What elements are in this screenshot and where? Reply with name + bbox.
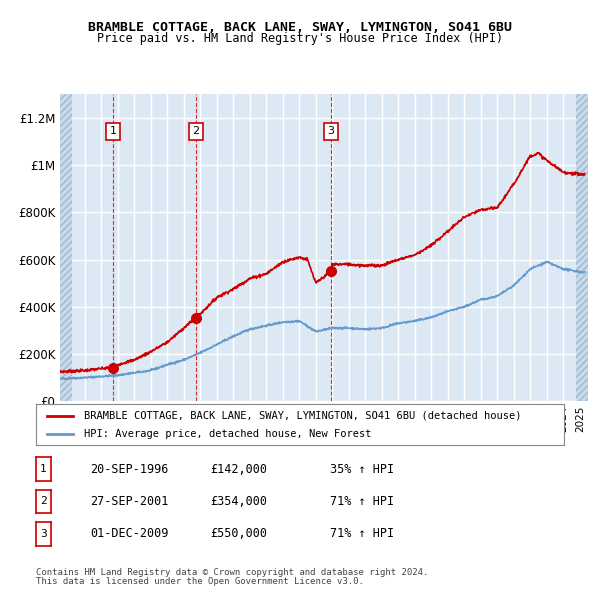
Text: This data is licensed under the Open Government Licence v3.0.: This data is licensed under the Open Gov… — [36, 577, 364, 586]
Bar — [577, 94, 588, 401]
Text: BRAMBLE COTTAGE, BACK LANE, SWAY, LYMINGTON, SO41 6BU (detached house): BRAMBLE COTTAGE, BACK LANE, SWAY, LYMING… — [83, 411, 521, 421]
Text: £142,000: £142,000 — [210, 463, 267, 476]
Text: HPI: Average price, detached house, New Forest: HPI: Average price, detached house, New … — [83, 429, 371, 439]
Text: 2: 2 — [193, 126, 200, 136]
Text: 20-SEP-1996: 20-SEP-1996 — [90, 463, 169, 476]
Text: 35% ↑ HPI: 35% ↑ HPI — [330, 463, 394, 476]
Text: £550,000: £550,000 — [210, 527, 267, 540]
Text: Contains HM Land Registry data © Crown copyright and database right 2024.: Contains HM Land Registry data © Crown c… — [36, 568, 428, 577]
Text: 2: 2 — [40, 497, 47, 506]
Text: 27-SEP-2001: 27-SEP-2001 — [90, 495, 169, 508]
Text: 71% ↑ HPI: 71% ↑ HPI — [330, 495, 394, 508]
Text: 71% ↑ HPI: 71% ↑ HPI — [330, 527, 394, 540]
Text: 1: 1 — [110, 126, 116, 136]
Bar — [577, 94, 588, 401]
Text: 1: 1 — [40, 464, 47, 474]
Bar — [60, 94, 71, 401]
Text: 3: 3 — [40, 529, 47, 539]
Text: Price paid vs. HM Land Registry's House Price Index (HPI): Price paid vs. HM Land Registry's House … — [97, 32, 503, 45]
Text: 3: 3 — [328, 126, 334, 136]
Text: £354,000: £354,000 — [210, 495, 267, 508]
Text: 01-DEC-2009: 01-DEC-2009 — [90, 527, 169, 540]
Text: BRAMBLE COTTAGE, BACK LANE, SWAY, LYMINGTON, SO41 6BU: BRAMBLE COTTAGE, BACK LANE, SWAY, LYMING… — [88, 21, 512, 34]
Bar — [60, 94, 71, 401]
